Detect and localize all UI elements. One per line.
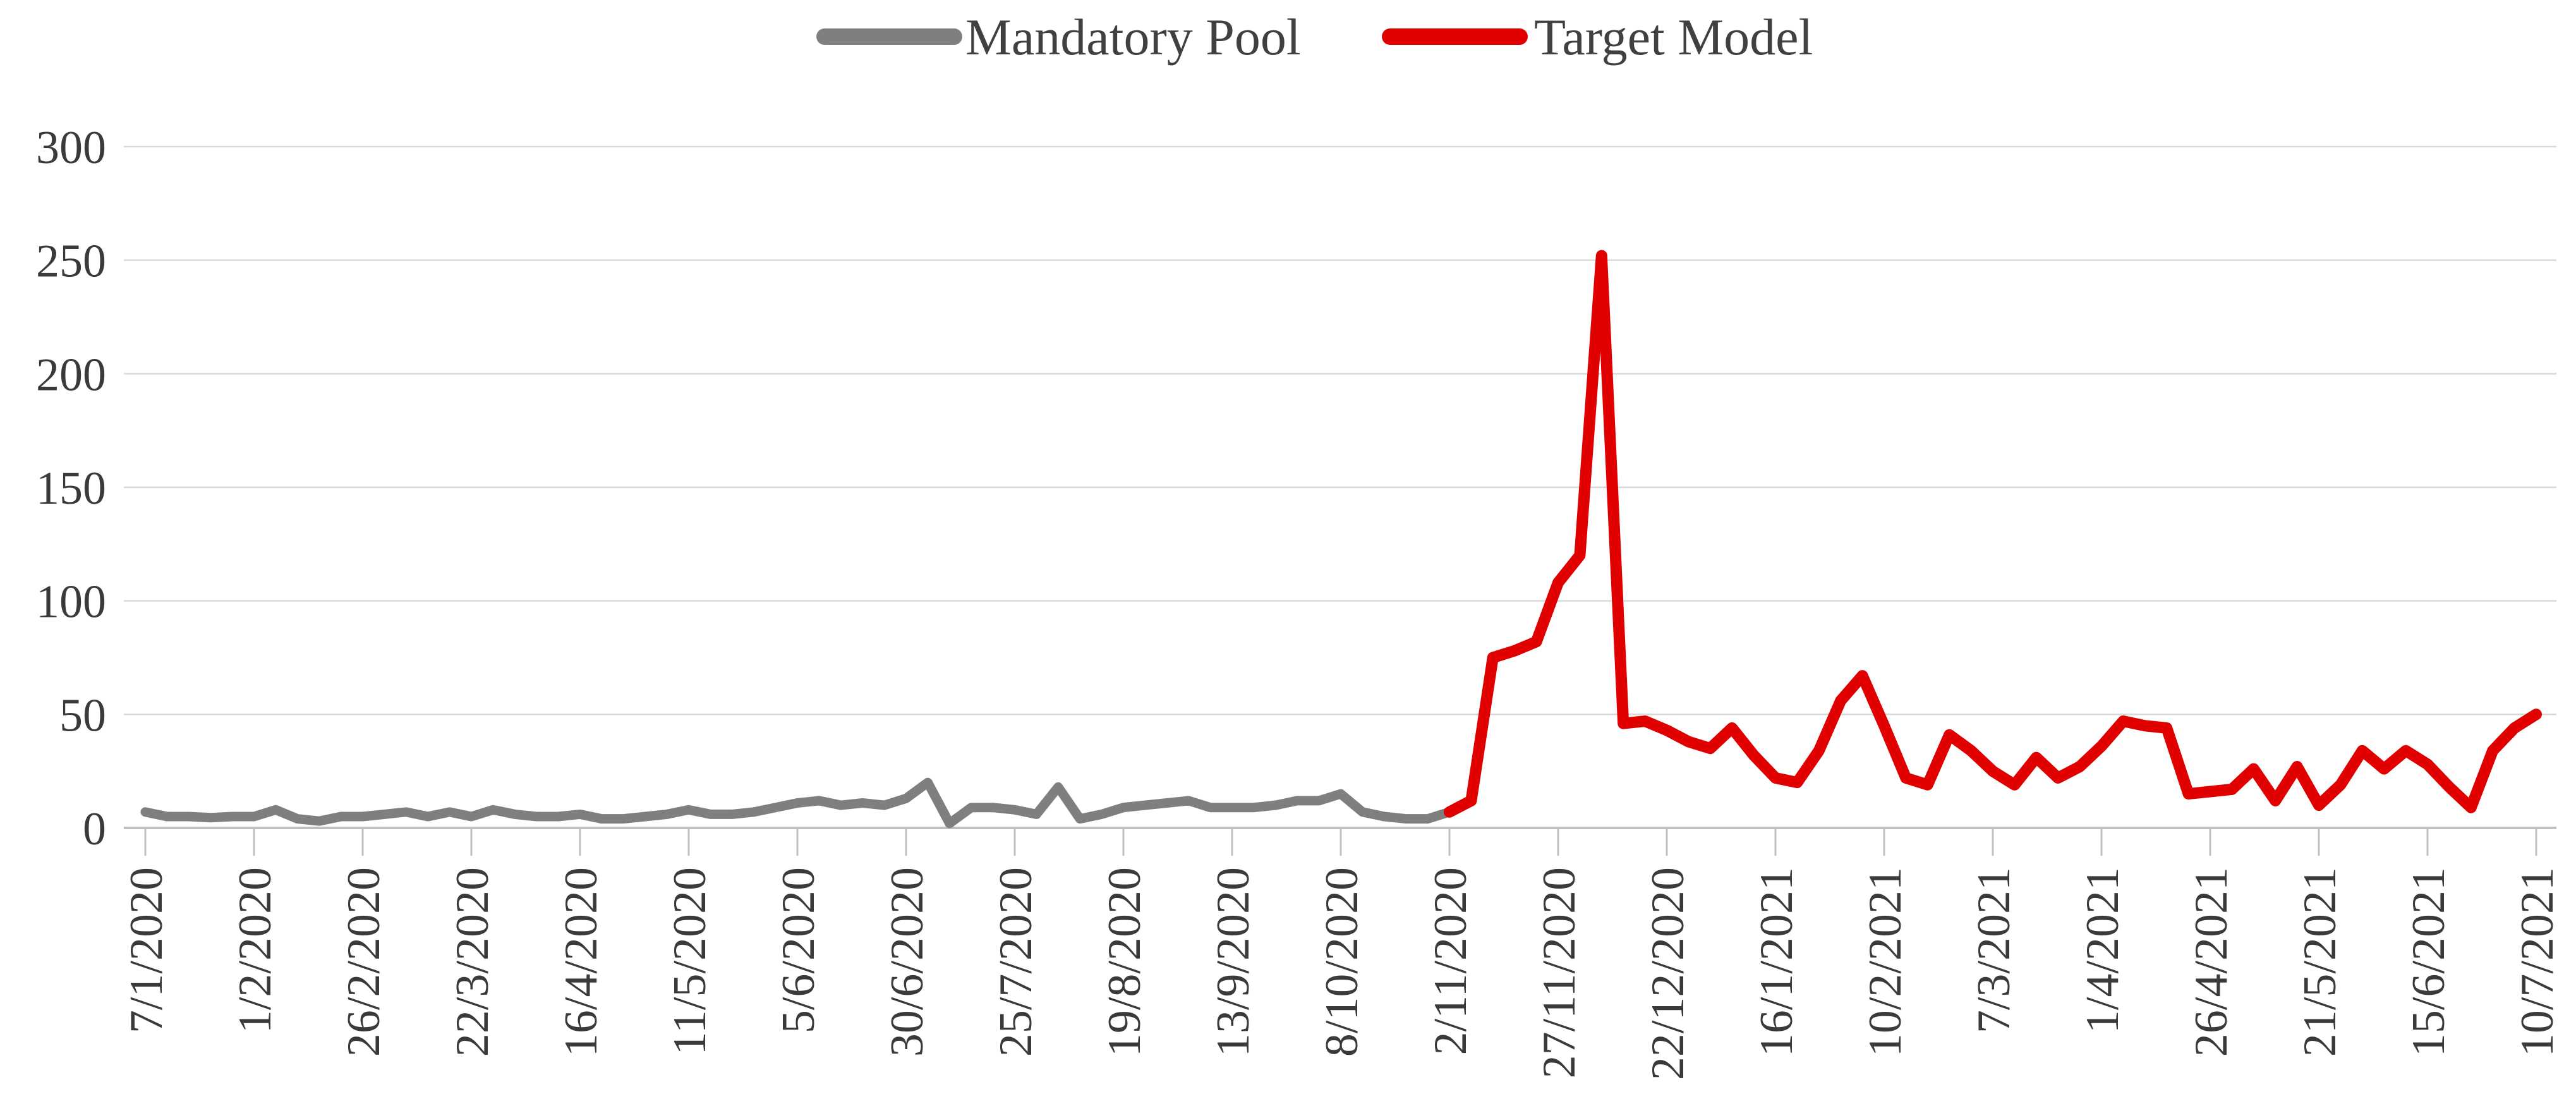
- legend-label-mandatory-pool: Mandatory Pool: [965, 8, 1301, 66]
- x-axis-tick-label: 22/12/2020: [1642, 867, 1694, 1080]
- y-axis-tick-label: 150: [36, 463, 106, 514]
- x-axis-tick-label: 27/11/2020: [1533, 867, 1585, 1078]
- y-axis-tick-label: 0: [83, 803, 106, 855]
- x-axis-tick-label: 7/3/2021: [1968, 867, 2020, 1033]
- x-axis-tick-label: 15/6/2021: [2403, 867, 2455, 1057]
- legend: Mandatory Pool Target Model: [816, 8, 1813, 66]
- x-axis-labels: 7/1/2020 1/2/2020 26/2/2020 22/3/2020 16/4/2…: [121, 867, 2563, 1080]
- y-axis-tick-label: 100: [36, 576, 106, 628]
- series-line-mandatory-pool: [140, 777, 1454, 829]
- legend-item-target-model: Target Model: [1382, 8, 1813, 66]
- y-axis-labels: 0 50 100 150 200 250 300: [36, 122, 106, 855]
- x-axis-tick-label: 16/4/2020: [555, 867, 607, 1057]
- x-axis-tick-label: 7/1/2020: [121, 867, 172, 1033]
- x-axis-tick-label: 13/9/2020: [1207, 867, 1259, 1057]
- x-axis-tick-label: 10/2/2021: [1859, 867, 1911, 1057]
- series-line-target-model: [1444, 250, 2542, 818]
- x-axis-tick-label: 26/4/2021: [2186, 867, 2237, 1057]
- x-axis-tick-label: 25/7/2020: [990, 867, 1042, 1057]
- x-axis-tick-label: 2/11/2020: [1425, 867, 1477, 1055]
- x-axis-tick-label: 11/5/2020: [664, 867, 716, 1055]
- x-axis-tick-label: 10/7/2021: [2512, 867, 2563, 1057]
- x-axis-tick-label: 1/4/2021: [2077, 867, 2129, 1033]
- x-axis-tick-marks: [144, 829, 2537, 856]
- x-axis-tick-label: 8/10/2020: [1316, 867, 1368, 1057]
- x-axis-tick-label: 22/3/2020: [447, 867, 499, 1057]
- x-axis-tick-label: 21/5/2021: [2294, 867, 2346, 1057]
- gridlines: [124, 145, 2556, 829]
- legend-label-target-model: Target Model: [1534, 8, 1813, 66]
- y-axis-tick-label: 200: [36, 349, 106, 401]
- y-axis-tick-label: 50: [59, 690, 106, 741]
- x-axis-tick-label: 5/6/2020: [773, 867, 825, 1033]
- x-axis-tick-label: 26/2/2020: [338, 867, 390, 1057]
- y-axis-tick-label: 300: [36, 122, 106, 174]
- x-axis-tick-label: 19/8/2020: [1099, 867, 1151, 1057]
- y-axis-tick-label: 250: [36, 236, 106, 288]
- x-axis-tick-label: 16/1/2021: [1751, 867, 1803, 1057]
- x-axis-tick-label: 1/2/2020: [229, 867, 281, 1033]
- legend-item-mandatory-pool: Mandatory Pool: [816, 8, 1301, 66]
- series-lines: [140, 250, 2542, 829]
- x-axis-tick-label: 30/6/2020: [881, 867, 933, 1057]
